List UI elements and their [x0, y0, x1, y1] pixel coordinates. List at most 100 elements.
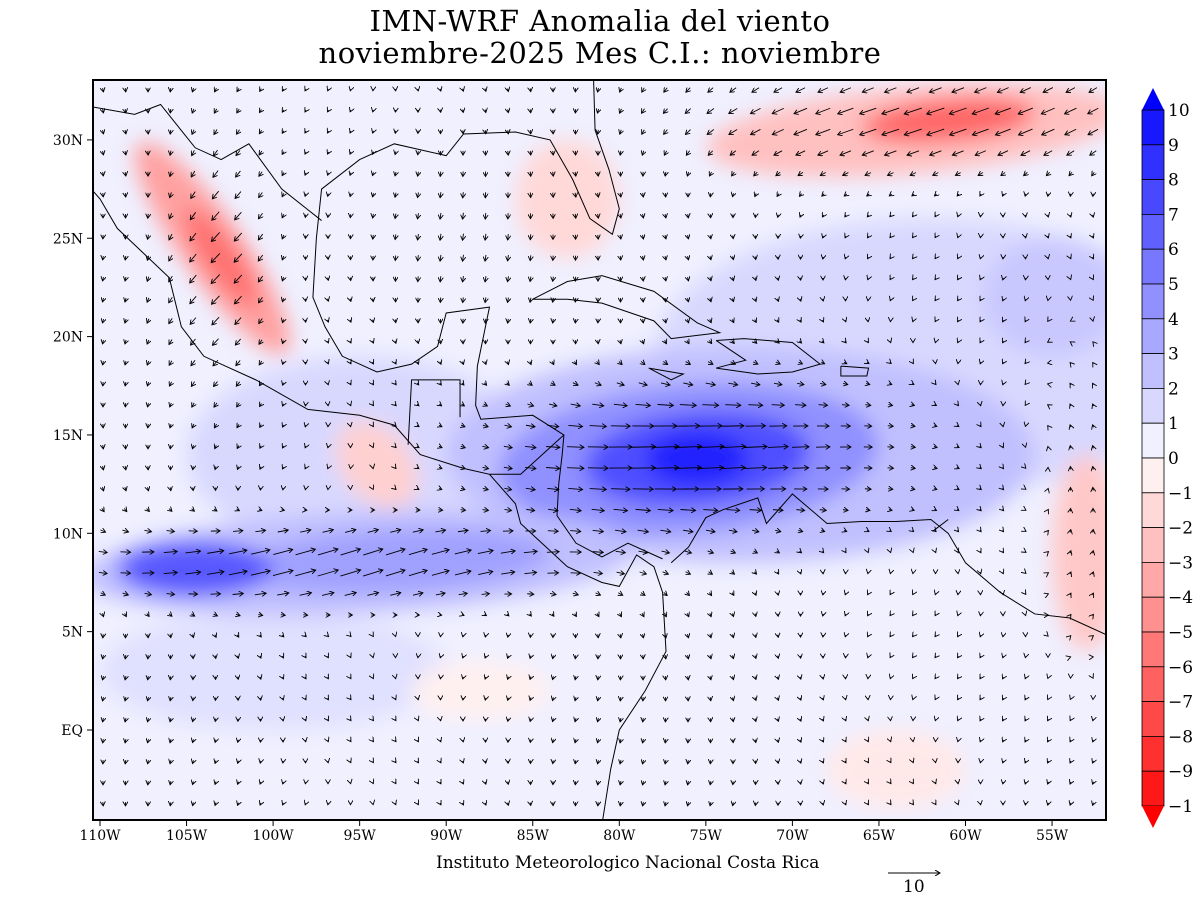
wind-vector-arrow [1025, 468, 1026, 469]
wind-vector-arrow [643, 760, 644, 764]
wind-vector-arrow [259, 382, 261, 385]
wind-vector-arrow [482, 488, 488, 489]
wind-vector-arrow [170, 781, 171, 784]
wind-vector-arrow [102, 613, 103, 616]
wind-vector-arrow [684, 551, 692, 553]
wind-vector-arrow [641, 593, 645, 596]
wind-vector-arrow [259, 509, 262, 510]
wind-vector-arrow [255, 530, 265, 531]
wind-vector-arrow [193, 634, 194, 637]
wind-vector-arrow [395, 489, 396, 490]
wind-vector-arrow [260, 635, 262, 637]
wind-vector-arrow [258, 233, 262, 240]
wind-vector-arrow [439, 446, 442, 447]
wind-vector-arrow [553, 697, 554, 700]
wind-vector-arrow [822, 194, 824, 196]
colorbar-swatch [1141, 492, 1165, 528]
wind-vector-arrow [234, 295, 242, 304]
wind-vector-arrow [148, 214, 149, 218]
wind-vector-arrow [440, 89, 441, 91]
wind-vector-arrow [344, 593, 357, 596]
anomaly-region [1052, 454, 1106, 652]
wind-vector-arrow [373, 320, 374, 323]
colorbar-label: 4 [1168, 310, 1179, 330]
wind-vector-arrow [463, 276, 464, 282]
wind-vector-arrow [707, 108, 715, 114]
wind-vector-arrow [283, 677, 284, 679]
wind-vector-arrow [733, 277, 734, 280]
wind-vector-arrow [708, 362, 713, 365]
wind-vector-arrow [842, 510, 848, 511]
wind-vector-arrow [1093, 740, 1094, 742]
wind-vector-arrow [890, 614, 891, 615]
wind-vector-arrow [237, 88, 239, 91]
coastline [648, 367, 685, 381]
wind-vector-arrow [373, 425, 374, 426]
wind-vector-arrow [350, 740, 351, 741]
lon-tick-label: 70W [776, 828, 809, 844]
wind-vector-arrow [1093, 363, 1094, 364]
wind-vector-arrow [215, 656, 216, 659]
wind-vector-arrow [799, 362, 803, 364]
wind-vector-arrow [125, 298, 126, 302]
wind-vector-arrow [755, 593, 756, 596]
wind-vector-arrow [395, 341, 396, 344]
map-title-line2: noviembre-2025 Mes C.I.: noviembre [318, 36, 882, 70]
wind-vector-arrow [191, 614, 194, 616]
wind-vector-arrow [843, 383, 848, 384]
wind-vector-arrow [190, 253, 197, 262]
wind-vector-arrow [958, 803, 959, 804]
wind-vector-arrow [845, 740, 846, 742]
wind-vector-arrow [570, 404, 581, 406]
wind-vector-arrow [868, 761, 869, 762]
wind-vector-arrow [282, 446, 283, 448]
wind-vector-arrow [553, 718, 554, 721]
wind-vector-arrow [553, 193, 554, 198]
wind-vector-arrow [503, 446, 512, 447]
wind-vector-arrow [328, 173, 329, 175]
wind-vector-arrow [913, 236, 914, 237]
wind-vector-arrow [282, 277, 283, 281]
wind-vector-arrow [169, 340, 172, 345]
wind-vector-arrow [148, 403, 149, 407]
wind-vector-arrow [795, 405, 806, 406]
wind-vector-arrow [882, 107, 900, 114]
colorbar-swatch [1141, 144, 1165, 181]
wind-vector-arrow [904, 107, 922, 114]
wind-vector-arrow [215, 803, 216, 806]
wind-vector-arrow [868, 593, 869, 594]
wind-vector-arrow [683, 383, 693, 385]
wind-vector-arrow [619, 361, 622, 364]
wind-vector-arrow [305, 635, 306, 636]
wind-vector-arrow [665, 298, 666, 302]
wind-vector-arrow [589, 489, 607, 490]
wind-vector-arrow [395, 740, 396, 741]
wind-vector-arrow [350, 152, 351, 154]
wind-vector-arrow [635, 404, 651, 405]
wind-vector-arrow [845, 215, 846, 217]
wind-vector-arrow [525, 467, 536, 468]
wind-vector-arrow [212, 211, 220, 220]
wind-vector-arrow [865, 405, 871, 406]
wind-vector-arrow [751, 383, 760, 385]
wind-vector-arrow [597, 361, 600, 364]
wind-vector-arrow [755, 193, 756, 196]
colorbar-swatch [1141, 422, 1165, 459]
wind-vector-arrow [485, 89, 486, 92]
wind-vector-arrow [215, 761, 216, 764]
wind-vector-arrow [688, 676, 689, 680]
wind-vector-arrow [910, 173, 917, 176]
wind-vector-arrow [845, 551, 846, 552]
wind-vector-arrow [818, 405, 828, 406]
wind-vector-arrow [620, 760, 621, 764]
wind-vector-arrow [260, 425, 262, 428]
wind-vector-arrow [1048, 573, 1049, 574]
wind-vector-arrow [822, 341, 824, 343]
wind-vector-arrow [148, 676, 149, 680]
wind-vector-arrow [214, 149, 218, 156]
wind-vector-arrow [477, 550, 493, 555]
lon-tick-label: 90W [430, 828, 463, 844]
wind-vector-arrow [868, 740, 869, 741]
wind-vector-arrow [482, 446, 488, 447]
wind-vector-arrow [504, 488, 511, 489]
